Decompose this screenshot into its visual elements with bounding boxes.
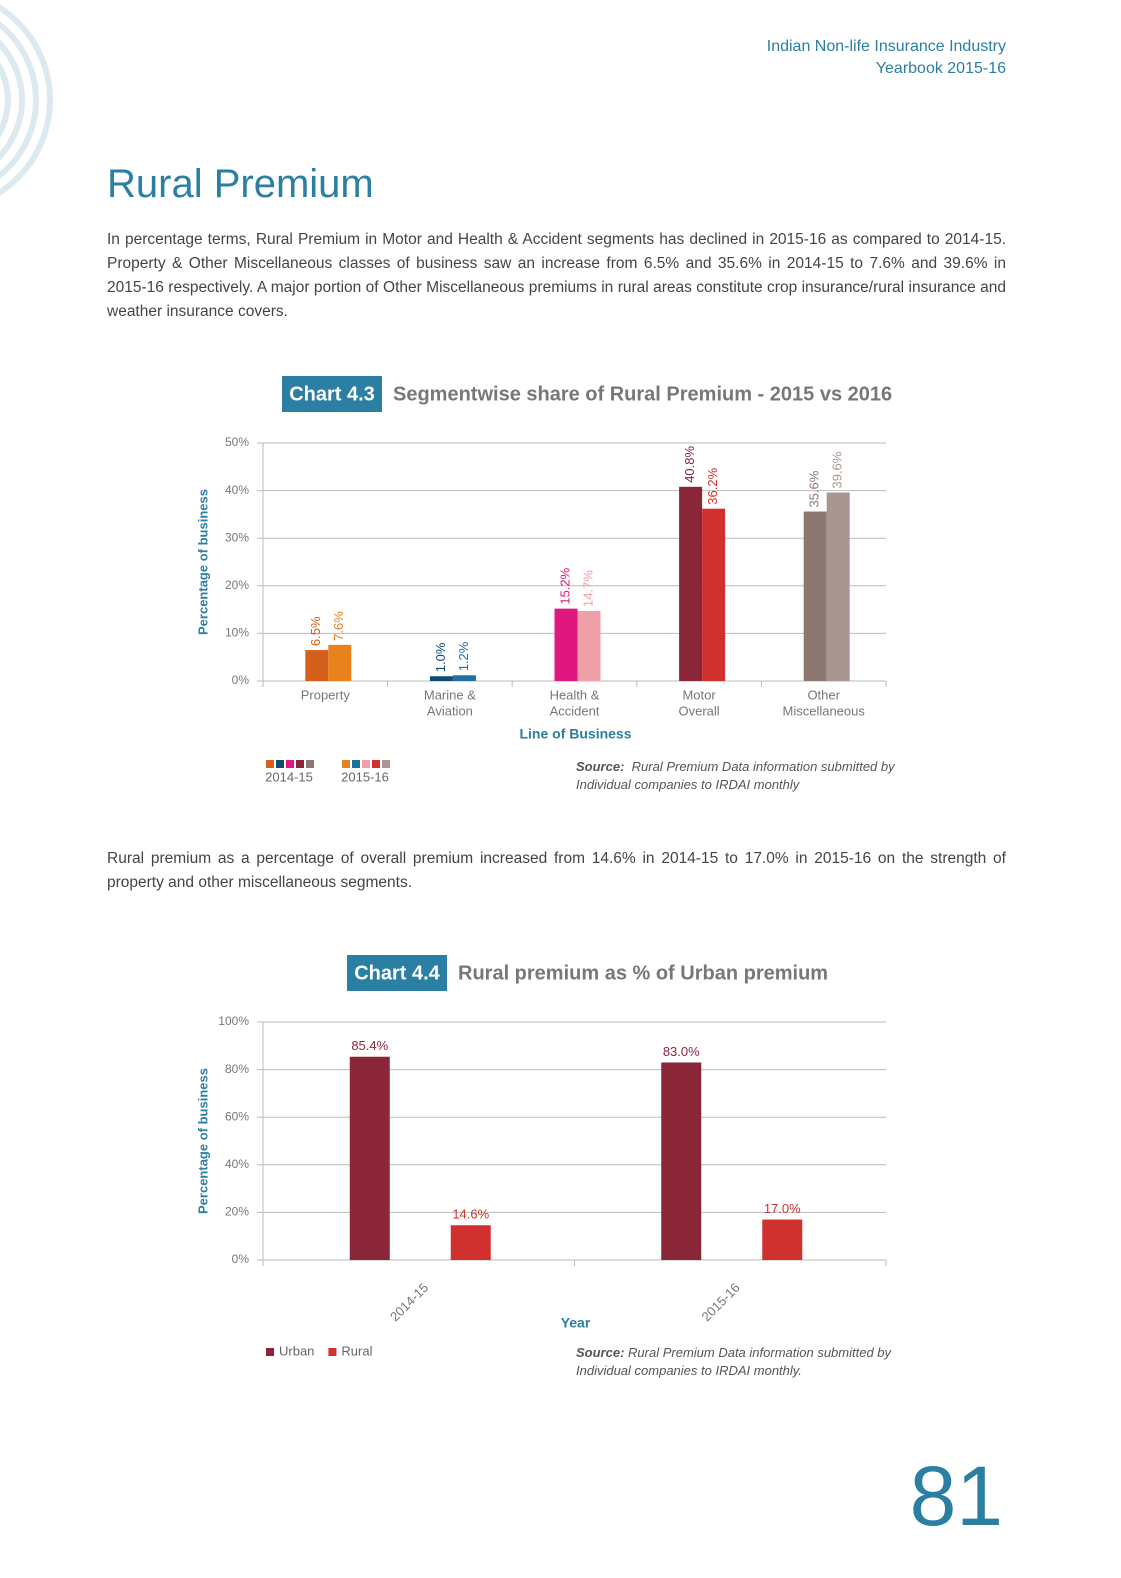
x-axis-label: Line of Business bbox=[519, 726, 631, 742]
page-title: Rural Premium bbox=[107, 162, 374, 206]
legend-label: 2014-15 bbox=[265, 769, 313, 784]
legend-swatch bbox=[266, 1348, 274, 1356]
x-axis-label: Year bbox=[561, 1315, 591, 1331]
bar bbox=[554, 608, 578, 681]
data-label: 39.6% bbox=[830, 451, 845, 488]
bar bbox=[429, 676, 453, 681]
y-tick-label: 80% bbox=[225, 1062, 249, 1076]
data-label: 36.2% bbox=[705, 467, 720, 504]
chart-title: Rural premium as % of Urban premium bbox=[458, 962, 828, 984]
bar bbox=[305, 650, 329, 681]
source-label: Source: bbox=[576, 1345, 625, 1360]
legend-swatch bbox=[286, 760, 294, 768]
source: Source: Rural Premium Data information s… bbox=[576, 1344, 896, 1380]
data-label: 35.6% bbox=[807, 470, 822, 507]
source-text: Rural Premium Data information submitted… bbox=[576, 1345, 892, 1378]
x-tick-label: Miscellaneous bbox=[783, 703, 866, 718]
legend-label: Rural bbox=[341, 1343, 372, 1358]
chart-label: Chart 4.4 bbox=[354, 962, 440, 984]
data-label: 6.5% bbox=[308, 616, 323, 646]
data-label: 7.6% bbox=[331, 611, 346, 641]
y-tick-label: 20% bbox=[225, 1205, 249, 1219]
source: Source: Rural Premium Data information s… bbox=[576, 758, 896, 794]
bar bbox=[826, 492, 850, 681]
y-tick-label: 0% bbox=[232, 673, 250, 687]
y-tick-label: 50% bbox=[225, 435, 249, 449]
data-label: 15.2% bbox=[557, 567, 572, 604]
data-label: 14.7% bbox=[580, 570, 595, 607]
bar bbox=[803, 511, 827, 681]
legend-swatch bbox=[296, 760, 304, 768]
data-label: 1.2% bbox=[456, 641, 471, 671]
y-tick-label: 100% bbox=[218, 1014, 249, 1028]
bar bbox=[450, 1225, 491, 1260]
data-label: 17.0% bbox=[764, 1201, 801, 1216]
bar bbox=[679, 486, 703, 681]
data-label: 83.0% bbox=[663, 1044, 700, 1059]
x-tick-label: Other bbox=[807, 687, 840, 702]
y-axis-label: Percentage of business bbox=[195, 489, 210, 635]
source-label: Source: bbox=[576, 759, 625, 774]
legend-label: Urban bbox=[279, 1343, 314, 1358]
y-tick-label: 0% bbox=[232, 1252, 250, 1266]
legend-label: 2015-16 bbox=[341, 769, 389, 784]
bar bbox=[661, 1062, 702, 1260]
legend-swatch bbox=[382, 760, 390, 768]
y-tick-label: 20% bbox=[225, 578, 249, 592]
bar bbox=[349, 1056, 390, 1260]
decoration bbox=[0, 4, 53, 196]
y-tick-label: 40% bbox=[225, 1157, 249, 1171]
x-tick-label: Health & bbox=[550, 687, 600, 702]
y-tick-label: 10% bbox=[225, 626, 249, 640]
chart-label-box bbox=[282, 376, 382, 412]
y-axis-label: Percentage of business bbox=[195, 1068, 210, 1214]
data-label: 1.0% bbox=[433, 642, 448, 672]
legend-swatch bbox=[342, 760, 350, 768]
chart-title: Segmentwise share of Rural Premium - 201… bbox=[393, 383, 892, 405]
source-text: Rural Premium Data information submitted… bbox=[576, 759, 895, 792]
y-tick-label: 40% bbox=[225, 483, 249, 497]
data-label: 14.6% bbox=[452, 1207, 489, 1222]
x-tick-label: Aviation bbox=[427, 703, 473, 718]
x-tick-label: 2014-15 bbox=[387, 1280, 431, 1324]
x-tick-label: Marine & bbox=[424, 687, 476, 702]
x-tick-label: 2015-16 bbox=[698, 1280, 742, 1324]
x-tick-label: Accident bbox=[550, 703, 600, 718]
legend-swatch bbox=[306, 760, 314, 768]
legend-swatch bbox=[266, 760, 274, 768]
chart-label: Chart 4.3 bbox=[289, 383, 375, 405]
x-tick-label: Motor bbox=[682, 687, 716, 702]
paragraph: In percentage terms, Rural Premium in Mo… bbox=[107, 231, 1006, 320]
legend-swatch bbox=[352, 760, 360, 768]
y-tick-label: 30% bbox=[225, 530, 249, 544]
data-label: 85.4% bbox=[351, 1038, 388, 1053]
legend-swatch bbox=[362, 760, 370, 768]
header-line: Indian Non-life Insurance Industry bbox=[766, 38, 1006, 55]
legend-swatch bbox=[328, 1348, 337, 1356]
legend-swatch bbox=[276, 760, 284, 768]
legend-swatch bbox=[372, 760, 380, 768]
page-number: 81 bbox=[909, 1449, 1003, 1543]
bar bbox=[577, 611, 601, 681]
bar bbox=[702, 508, 726, 681]
data-label: 40.8% bbox=[682, 445, 697, 482]
header-line: Yearbook 2015-16 bbox=[875, 60, 1006, 77]
chart-label-box bbox=[347, 955, 447, 991]
bar bbox=[328, 644, 352, 681]
bar bbox=[452, 675, 476, 681]
header: Indian Non-life Insurance Industry Yearb… bbox=[767, 36, 1006, 80]
x-tick-label: Overall bbox=[679, 703, 720, 718]
y-tick-label: 60% bbox=[225, 1109, 249, 1123]
paragraph: Rural premium as a percentage of overall… bbox=[107, 850, 1006, 891]
bar bbox=[762, 1219, 803, 1260]
x-tick-label: Property bbox=[301, 687, 351, 702]
